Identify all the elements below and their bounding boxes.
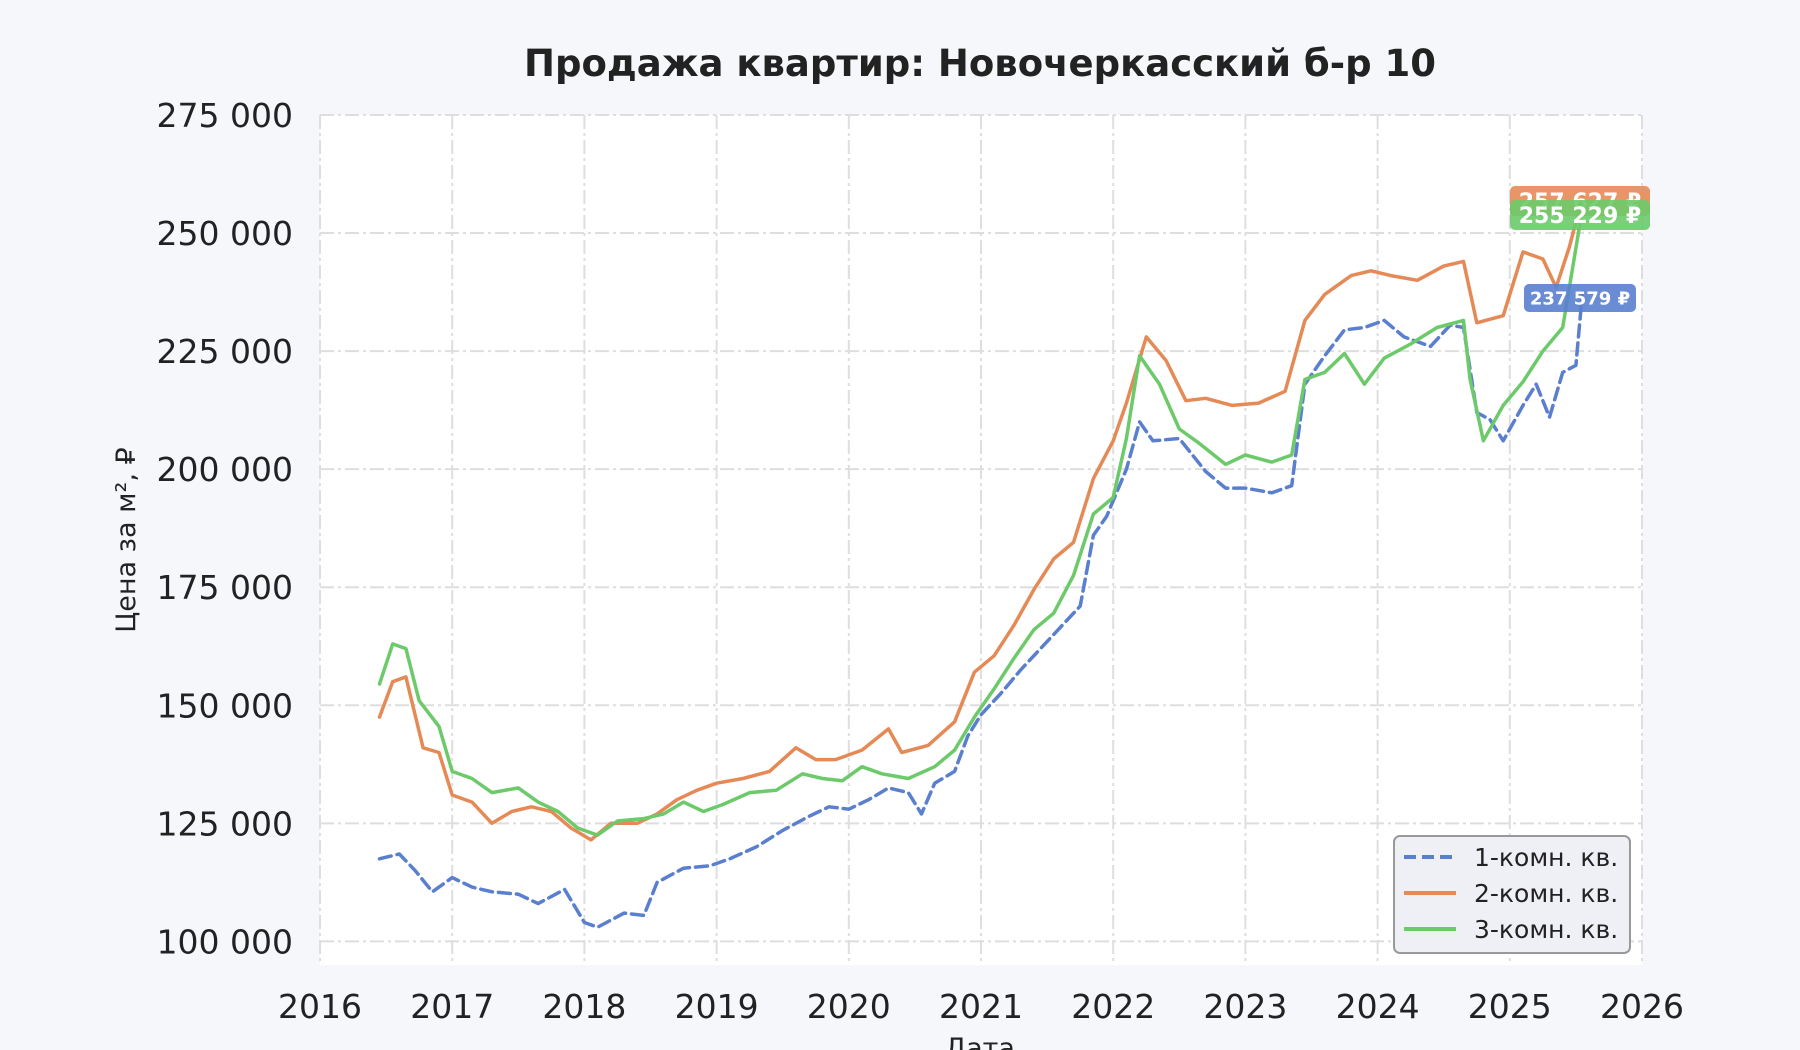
- legend-box: [1393, 835, 1631, 954]
- x-tick-label: 2020: [807, 987, 891, 1026]
- x-tick-label: 2024: [1336, 987, 1420, 1026]
- series-line-3: [377, 206, 1585, 837]
- y-tick-label: 150 000: [157, 686, 293, 725]
- series-line-1: [377, 289, 1585, 929]
- y-tick-label: 225 000: [157, 332, 293, 371]
- x-tick-label: 2017: [410, 987, 494, 1026]
- legend-label-2: 2-комн. кв.: [1474, 879, 1618, 908]
- x-tick-label: 2019: [675, 987, 759, 1026]
- y-axis-label: Цена за м², ₽: [111, 447, 142, 632]
- y-tick-label: 250 000: [157, 214, 293, 253]
- x-tick-label: 2021: [939, 987, 1023, 1026]
- y-axis-ticks: 100 000 125 000 150 000 175 000 200 000 225 0…: [157, 96, 293, 961]
- last-value-label-3: 255 229 ₽: [1519, 204, 1641, 229]
- y-tick-label: 275 000: [157, 96, 293, 135]
- x-tick-label: 2025: [1468, 987, 1552, 1026]
- x-tick-label: 2023: [1203, 987, 1287, 1026]
- x-axis-label: Дата: [945, 1033, 1015, 1050]
- x-axis-ticks: 2016 2017 2018 2019 2020 2021 2022 2023 2024 2025…: [278, 987, 1684, 1026]
- series-line-2: [377, 195, 1585, 842]
- series-lines: [377, 195, 1585, 929]
- x-tick-label: 2016: [278, 987, 362, 1026]
- legend: 1-комн. кв. 2-комн. кв. 3-комн. кв.: [1393, 835, 1631, 954]
- y-tick-label: 125 000: [157, 804, 293, 843]
- last-value-badges: 257 627 ₽237 579 ₽255 229 ₽: [1510, 186, 1650, 312]
- grid-lines: [319, 114, 1643, 965]
- legend-label-3: 3-комн. кв.: [1474, 915, 1618, 944]
- chart-title: Продажа квартир: Новочеркасский б-р 10: [524, 42, 1436, 85]
- y-tick-label: 100 000: [157, 922, 293, 961]
- x-tick-label: 2018: [542, 987, 626, 1026]
- legend-label-1: 1-комн. кв.: [1474, 843, 1618, 872]
- last-value-badge-1: [1524, 284, 1636, 312]
- last-value-badge-3: [1510, 200, 1650, 230]
- x-tick-label: 2026: [1600, 987, 1684, 1026]
- y-tick-label: 175 000: [157, 568, 293, 607]
- y-tick-label: 200 000: [157, 450, 293, 489]
- x-tick-label: 2022: [1071, 987, 1155, 1026]
- last-value-label-1: 237 579 ₽: [1530, 288, 1630, 309]
